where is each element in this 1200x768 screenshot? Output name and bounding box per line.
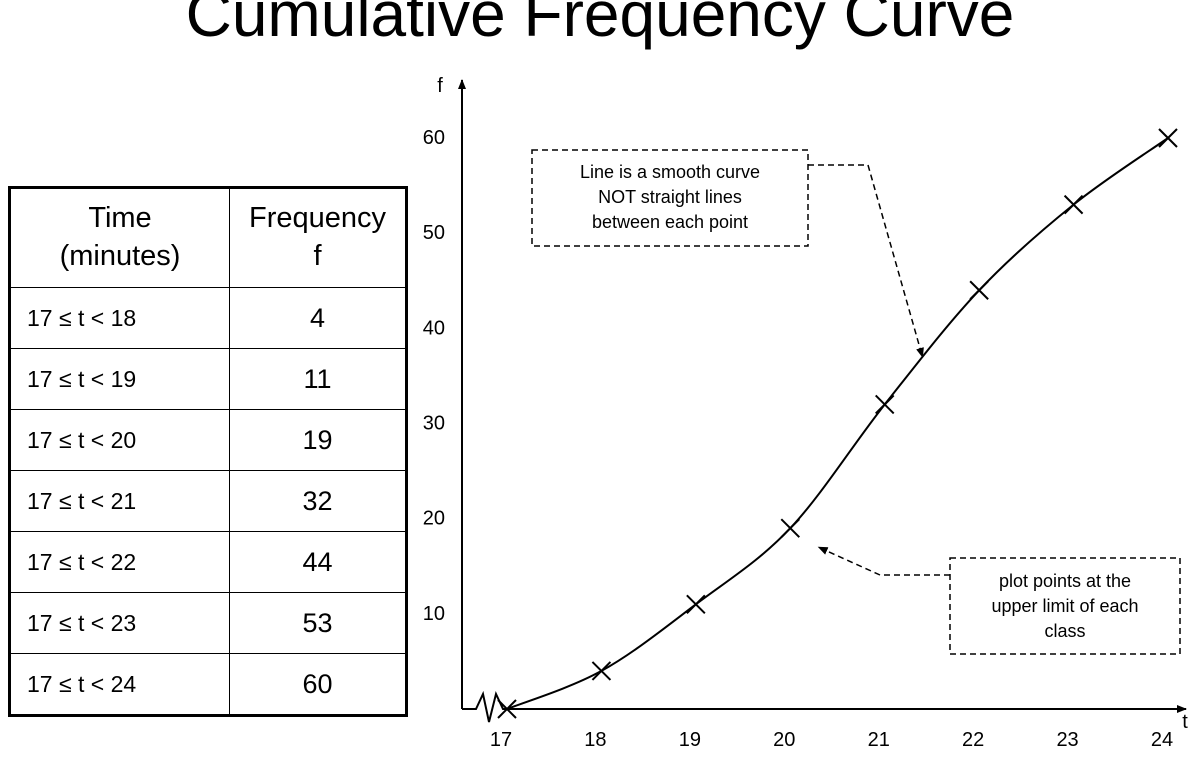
frequency-cell: 19 [229, 409, 407, 471]
data-point-marker [686, 594, 706, 615]
x-axis-label: t [1182, 711, 1188, 733]
time-interval-cell: 17 ≤ t < 22 [9, 531, 230, 593]
data-point-marker [969, 280, 989, 300]
data-point-marker [875, 394, 895, 415]
annotation-text-smooth-curve: between each point [592, 212, 748, 232]
marker-stroke [969, 280, 989, 300]
marker-stroke [686, 594, 706, 615]
time-interval-cell: 17 ≤ t < 21 [9, 470, 230, 532]
page-title: Cumulative Frequency Curve [185, 0, 1015, 50]
time-interval-cell: 17 ≤ t < 24 [9, 653, 230, 716]
frequency-cell: 53 [229, 592, 407, 654]
header-frequency-line2: f [313, 240, 322, 272]
annotation-text-plot-points: plot points at the [999, 571, 1131, 591]
annotation-arrow-plot-points [817, 546, 950, 576]
marker-stroke [1158, 128, 1178, 148]
table-row: 17 ≤ t < 19 11 [9, 348, 407, 410]
header-frequency: Frequency f [229, 187, 407, 288]
data-point-marker [780, 518, 800, 538]
marker-stroke [497, 699, 517, 719]
data-point-marker [1063, 194, 1084, 215]
y-tick-label: 50 [423, 222, 445, 244]
y-tick-label: 30 [423, 413, 445, 435]
x-tick-label: 19 [679, 729, 701, 751]
frequency-cell: 60 [229, 653, 407, 716]
annotation-text-plot-points: class [1044, 621, 1085, 641]
header-time-line1: Time [88, 202, 152, 235]
data-point-marker [591, 661, 612, 681]
annotation-box-smooth-curve [531, 149, 809, 247]
table-row: 17 ≤ t < 23 53 [9, 592, 407, 654]
table-row: 17 ≤ t < 21 32 [9, 470, 407, 532]
table-row: 17 ≤ t < 20 19 [9, 409, 407, 471]
x-tick-label: 22 [962, 729, 984, 751]
y-axis-label: f [437, 75, 443, 97]
annotation-box-plot-points [949, 557, 1181, 655]
y-tick-label: 20 [423, 508, 445, 530]
frequency-cell: 32 [229, 470, 407, 532]
marker-stroke [591, 661, 612, 681]
frequency-cell: 11 [229, 348, 407, 410]
cumulative-frequency-curve [506, 137, 1169, 710]
x-tick-label: 18 [584, 729, 606, 751]
table-row: 17 ≤ t < 24 60 [9, 653, 407, 716]
x-tick-label: 21 [868, 729, 890, 751]
y-tick-label: 60 [423, 127, 445, 149]
header-frequency-line1: Frequency [248, 202, 386, 235]
frequency-cell: 44 [229, 531, 407, 593]
x-tick-label: 24 [1151, 729, 1173, 751]
data-point-marker [1158, 128, 1178, 148]
frequency-table: Time (minutes) Frequency f 17 ≤ t < 18 4… [8, 186, 408, 717]
x-tick-label: 20 [773, 729, 795, 751]
annotation-arrow-smooth-curve [808, 164, 924, 358]
annotation-text-smooth-curve: NOT straight lines [598, 187, 742, 207]
marker-stroke [1063, 194, 1084, 215]
x-tick-label: 17 [490, 729, 512, 751]
x-axis [462, 690, 1187, 723]
y-tick-label: 10 [423, 603, 445, 625]
header-time-line2: (minutes) [59, 240, 181, 272]
marker-stroke [780, 518, 800, 538]
table-row: 17 ≤ t < 18 4 [9, 287, 407, 349]
y-tick-label: 40 [423, 317, 445, 339]
table-row: 17 ≤ t < 22 44 [9, 531, 407, 593]
x-tick-label: 23 [1056, 729, 1078, 751]
time-interval-cell: 17 ≤ t < 19 [9, 348, 230, 410]
time-interval-cell: 17 ≤ t < 20 [9, 409, 230, 471]
marker-stroke [875, 394, 895, 415]
annotation-text-smooth-curve: Line is a smooth curve [580, 162, 760, 182]
annotation-text-plot-points: upper limit of each [991, 596, 1138, 616]
data-point-marker [497, 699, 517, 719]
